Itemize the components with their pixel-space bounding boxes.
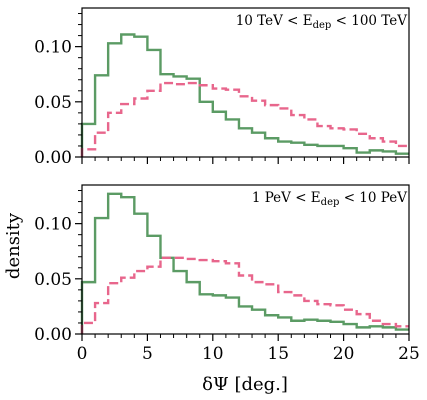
energy-range-label: 10 TeV < Edep < 100 TeV	[236, 13, 408, 31]
series-dashed-line	[80, 81, 409, 157]
x-tick-label: 5	[142, 344, 153, 364]
y-tick-label: 0.10	[34, 38, 72, 58]
y-tick-label: 0.05	[34, 270, 72, 290]
y-tick-label: 0.00	[34, 148, 72, 168]
y-tick-label: 0.05	[34, 93, 72, 113]
plot-frame	[81, 7, 410, 158]
y-tick-label: 0.00	[34, 325, 72, 345]
x-tick-label: 0	[77, 344, 88, 364]
x-tick-label: 10	[202, 344, 224, 364]
energy-range-label: 1 PeV < Edep < 10 PeV	[252, 190, 407, 208]
y-axis-title: density	[3, 212, 24, 279]
panel-bottom: 0.00 0.05 0.10 0 5 10 15 20 25 1 PeV < Edep < 10 …	[34, 184, 420, 364]
series-dashed-line	[80, 256, 409, 334]
series-solid-line	[80, 192, 409, 334]
series-solid-line	[80, 33, 409, 157]
x-axis-title: δΨ [deg.]	[202, 374, 288, 395]
x-tick-label: 25	[398, 344, 420, 364]
x-tick-label: 20	[333, 344, 355, 364]
plot-frame	[81, 184, 410, 335]
panel-top: 0.00 0.05 0.10 10 TeV < Edep < 100 TeV	[34, 7, 410, 168]
x-tick-label: 15	[267, 344, 289, 364]
y-tick-label: 0.10	[34, 215, 72, 235]
